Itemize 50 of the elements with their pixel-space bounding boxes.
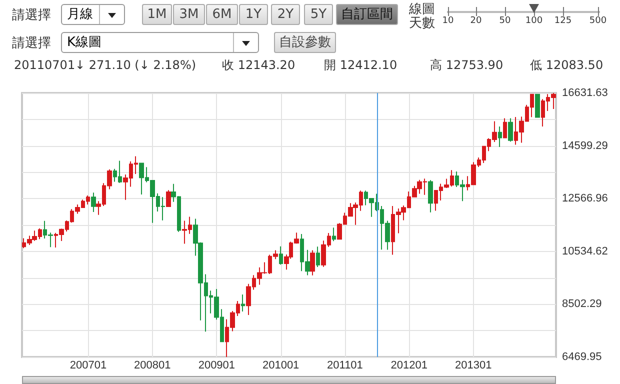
y-tick-label: 6469.95: [562, 351, 602, 363]
text: 20: [469, 16, 483, 27]
candlestick: [241, 294, 245, 312]
text: 2Y: [271, 4, 300, 25]
text: 1M: [142, 4, 172, 25]
x-tick-label: 200701: [70, 360, 107, 372]
x-tick-label: 200801: [134, 360, 171, 372]
text: 開 12412.10: [324, 57, 398, 73]
text: 自訂區間: [336, 4, 398, 25]
candlestick: [310, 250, 315, 276]
text: 125: [553, 16, 573, 27]
text: 月線: [67, 7, 93, 22]
text: 高 12753.90: [430, 57, 504, 73]
text: 20110701: [14, 57, 76, 73]
candlestick: [498, 126, 502, 148]
x-tick-label: 201101: [327, 360, 363, 372]
text: 3M: [173, 4, 205, 25]
text: 5Y: [304, 4, 333, 25]
text: K線圖: [67, 35, 102, 50]
y-tick-label: 8502.29: [562, 298, 602, 310]
candlestick: [428, 180, 433, 213]
text: 100: [524, 16, 544, 27]
y-tick-label: 16631.63: [562, 87, 608, 99]
text: 50: [498, 16, 512, 27]
x-tick-label: 201201: [390, 360, 428, 372]
text: 1Y: [239, 4, 268, 25]
text: 低 12083.50: [530, 57, 604, 73]
text: 請選擇: [12, 8, 51, 24]
candlestick: [166, 190, 171, 208]
candlestick: [91, 192, 96, 213]
candlestick: [503, 118, 507, 138]
candlestick: [508, 118, 513, 142]
candlestick: [279, 246, 283, 266]
candlestick: [535, 94, 540, 118]
x-tick-label: 200901: [198, 360, 236, 372]
y-tick-label: 10534.62: [562, 245, 608, 258]
text: 6M: [206, 4, 238, 25]
candlestick: [316, 246, 320, 268]
text: 請選擇: [12, 36, 51, 52]
y-tick-label: 14599.29: [562, 140, 608, 152]
candlestick: [332, 227, 336, 242]
x-tick-label: 201001: [262, 360, 300, 372]
text: 10: [441, 16, 455, 27]
text: 收 12143.20: [222, 57, 296, 73]
y-tick-label: 12566.96: [562, 192, 608, 205]
text: ↓ 271.10 (↓ 2.18%): [75, 57, 196, 73]
text: 500: [588, 16, 608, 27]
text: 線圖天數: [409, 2, 436, 31]
x-tick-label: 201301: [455, 360, 492, 372]
text: 自設參數: [274, 32, 336, 53]
